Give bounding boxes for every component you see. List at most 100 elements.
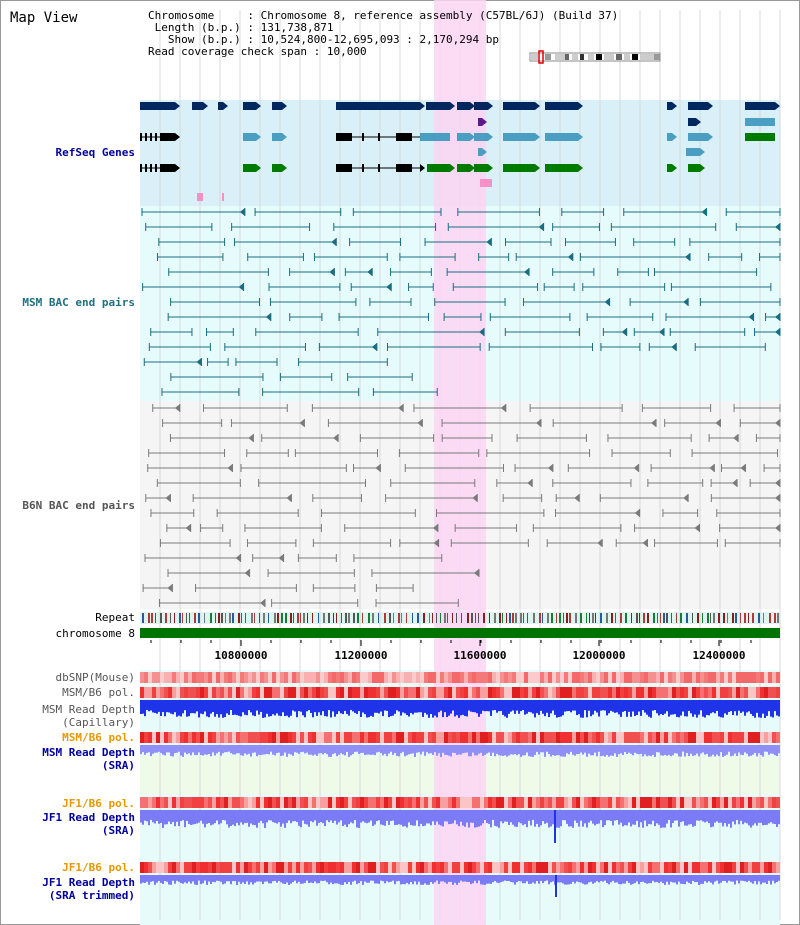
track-label-jf1-b6-pol[interactable]: JF1/B6 pol.: [62, 797, 135, 810]
msm-b6-pol2-cell: [520, 732, 524, 743]
jf1-b6-pol2-cell: [364, 862, 368, 873]
jf1-b6-pol-cell: [428, 797, 432, 808]
refseq-gene-exon: [243, 102, 256, 110]
msm-bac-pair-marker: [775, 328, 780, 336]
jf1-b6-pol-cell: [496, 797, 500, 808]
msm-depth-capillary-bar: [710, 700, 712, 714]
jf1-depth-sra-bar: [440, 810, 442, 826]
msm-b6-pol-cell: [748, 687, 752, 698]
msm-depth-capillary-bar: [676, 700, 678, 717]
jf1-b6-pol-cell: [444, 797, 448, 808]
b6n-bac-pair-marker: [775, 479, 780, 487]
dbsnp-cell: [148, 672, 152, 683]
track-label-msm-depth-capillary[interactable]: MSM Read Depth: [42, 703, 135, 716]
dbsnp-cell: [528, 672, 532, 683]
msm-b6-pol2-cell: [444, 732, 448, 743]
repeat-element: [189, 613, 190, 623]
repeat-element: [625, 613, 627, 623]
jf1-depth-trimmed-bar: [442, 875, 444, 882]
jf1-depth-sra-bar: [222, 810, 224, 820]
refseq-gene-exon: [545, 164, 578, 172]
jf1-b6-pol2-cell: [700, 862, 704, 873]
msm-depth-sra-bar: [646, 745, 648, 757]
msm-depth-capillary-bar: [208, 700, 210, 718]
msm-depth-capillary-bar: [472, 700, 474, 713]
jf1-depth-trimmed-bar: [378, 875, 380, 884]
jf1-b6-pol-cell: [280, 797, 284, 808]
jf1-depth-sra-bar: [340, 810, 342, 821]
msm-depth-sra-bar: [324, 745, 326, 753]
ideogram-band: [654, 54, 660, 60]
refseq-gene-strand-arrow: [482, 118, 487, 126]
jf1-depth-trimmed-bar: [192, 875, 194, 882]
msm-depth-capillary-bar: [376, 700, 378, 713]
msm-depth-sra-bar: [752, 745, 754, 755]
jf1-depth-trimmed-bar: [182, 875, 184, 884]
jf1-depth-sra-bar: [140, 810, 142, 823]
jf1-depth-trimmed-bar: [368, 875, 370, 883]
msm-b6-pol-cell: [172, 687, 176, 698]
jf1-depth-trimmed-bar: [432, 875, 434, 884]
refseq-gene-exon: [667, 164, 672, 172]
msm-depth-sra-bar: [708, 745, 710, 757]
refseq-gene-strand-arrow: [175, 164, 180, 172]
track-label-jf1-depth-trimmed[interactable]: JF1 Read Depth: [42, 876, 135, 889]
msm-depth-sra-bar: [416, 745, 418, 753]
dbsnp-cell: [740, 672, 744, 683]
msm-depth-sra-bar: [498, 745, 500, 756]
jf1-b6-pol2-cell: [424, 862, 428, 873]
msm-depth-sra-bar: [652, 745, 654, 755]
msm-depth-sra-bar: [504, 745, 506, 756]
msm-b6-pol2-cell: [388, 732, 392, 743]
dbsnp-cell: [440, 672, 444, 683]
track-label-chromosome[interactable]: chromosome 8: [55, 627, 135, 640]
track-label-msm-b6-pol[interactable]: MSM/B6 pol.: [62, 686, 135, 699]
msm-b6-pol-cell: [324, 687, 328, 698]
msm-b6-pol2-cell: [516, 732, 520, 743]
jf1-depth-trimmed-bar: [228, 875, 230, 882]
b6n-bac-pair-marker: [500, 404, 506, 412]
msm-depth-capillary-bar: [694, 700, 696, 715]
msm-b6-pol2-cell: [616, 732, 620, 743]
msm-b6-pol-cell: [400, 687, 404, 698]
dbsnp-cell: [548, 672, 552, 683]
repeat-element: [551, 613, 553, 623]
msm-depth-capillary-bar: [570, 700, 572, 713]
track-label-jf1-depth-sra[interactable]: JF1 Read Depth: [42, 811, 135, 824]
jf1-depth-trimmed-bar: [384, 875, 386, 884]
jf1-b6-pol-cell: [568, 797, 572, 808]
jf1-depth-trimmed-bar: [774, 875, 776, 884]
msm-depth-sra-bar: [190, 745, 192, 756]
jf1-b6-pol-cell: [580, 797, 584, 808]
track-label-msm-b6-pol-2[interactable]: MSM/B6 pol.: [62, 731, 135, 744]
jf1-depth-sra-bar: [170, 810, 172, 825]
msm-depth-sra-bar: [432, 745, 434, 755]
jf1-b6-pol-cell: [152, 797, 156, 808]
jf1-depth-trimmed-bar: [238, 875, 240, 882]
track-label-jf1-b6-pol-2[interactable]: JF1/B6 pol.: [62, 861, 135, 874]
track-label-repeat[interactable]: Repeat: [95, 611, 135, 624]
refseq-gene-strand-arrow: [535, 133, 540, 141]
dbsnp-cell: [144, 672, 148, 683]
track-label-msm-depth-sra[interactable]: MSM Read Depth: [42, 746, 135, 759]
b6n-bac-pair-marker: [527, 479, 533, 487]
msm-depth-capillary-bar: [244, 700, 246, 715]
dbsnp-cell: [316, 672, 320, 683]
selected-region-highlight: [434, 0, 486, 925]
msm-b6-pol-cell: [480, 687, 484, 698]
track-label-msm-bac[interactable]: MSM BAC end pairs: [22, 296, 135, 309]
jf1-depth-sra-bar: [380, 810, 382, 825]
track-label-refseq[interactable]: RefSeq Genes: [55, 146, 135, 159]
track-label-b6n-bac[interactable]: B6N BAC end pairs: [22, 499, 135, 512]
jf1-b6-pol-cell: [360, 797, 364, 808]
jf1-b6-pol2-cell: [168, 862, 172, 873]
jf1-depth-sra-bar: [448, 810, 450, 825]
jf1-depth-sra-bar: [228, 810, 230, 828]
jf1-depth-sra-bar: [710, 810, 712, 828]
msm-b6-pol2-cell: [492, 732, 496, 743]
msm-depth-capillary-bar: [624, 700, 626, 712]
msm-depth-sra-bar: [522, 745, 524, 756]
track-label-dbsnp[interactable]: dbSNP(Mouse): [55, 671, 135, 684]
jf1-depth-trimmed-bar: [736, 875, 738, 881]
